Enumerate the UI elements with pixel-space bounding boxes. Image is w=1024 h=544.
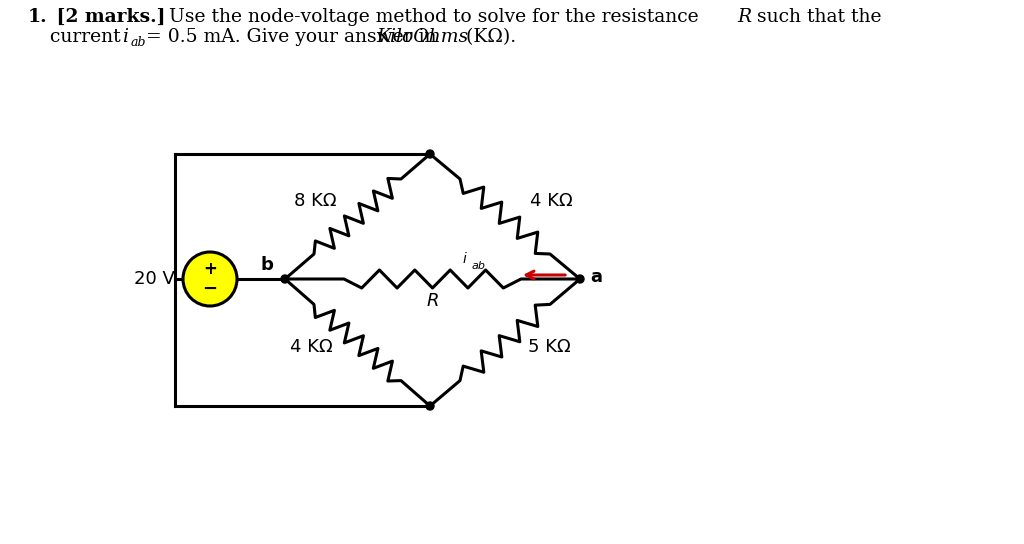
Text: 5 KΩ: 5 KΩ: [527, 338, 570, 356]
Text: ab: ab: [471, 261, 485, 271]
Text: [2 marks.]: [2 marks.]: [50, 8, 166, 26]
Text: Use the node-voltage method to solve for the resistance: Use the node-voltage method to solve for…: [163, 8, 705, 26]
Circle shape: [183, 252, 237, 306]
Text: i: i: [463, 252, 466, 266]
Text: 4 KΩ: 4 KΩ: [290, 338, 333, 356]
Circle shape: [426, 150, 434, 158]
Text: +: +: [203, 260, 217, 278]
Circle shape: [575, 275, 584, 283]
Text: KiloOhms: KiloOhms: [376, 28, 468, 46]
Text: such that the: such that the: [751, 8, 882, 26]
Text: current: current: [50, 28, 127, 46]
Text: 4 KΩ: 4 KΩ: [529, 191, 572, 209]
Text: R: R: [426, 292, 438, 310]
Text: a: a: [590, 268, 602, 286]
Text: 1.: 1.: [28, 8, 48, 26]
Text: −: −: [203, 280, 217, 298]
Text: 8 KΩ: 8 KΩ: [294, 191, 337, 209]
Text: = 0.5 mA. Give your answer in: = 0.5 mA. Give your answer in: [140, 28, 442, 46]
Text: (KΩ).: (KΩ).: [460, 28, 516, 46]
Text: 20 V: 20 V: [134, 270, 175, 288]
Text: i: i: [122, 28, 128, 46]
Circle shape: [281, 275, 289, 283]
Text: ab: ab: [131, 36, 146, 50]
Text: R: R: [737, 8, 752, 26]
Text: b: b: [260, 256, 273, 274]
Circle shape: [426, 402, 434, 410]
